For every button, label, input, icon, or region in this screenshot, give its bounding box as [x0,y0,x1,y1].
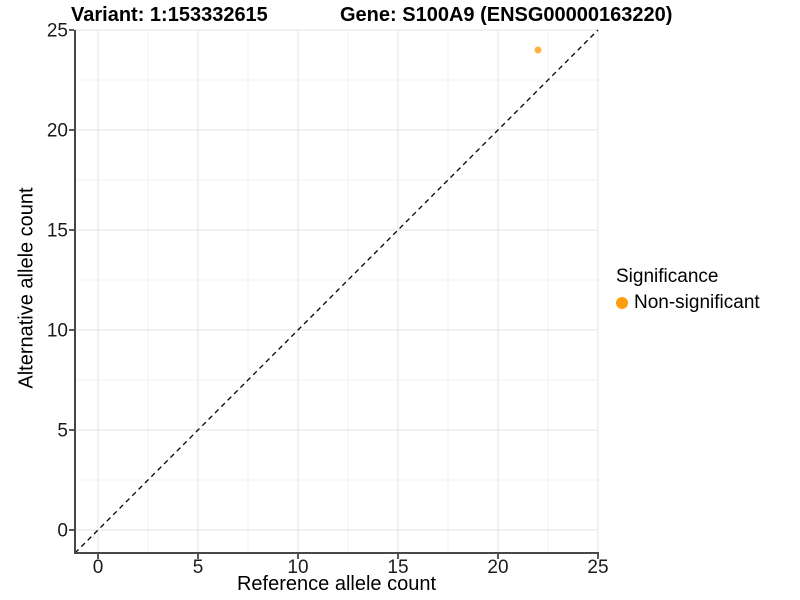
variant-title: Variant: 1:153332615 [71,4,268,26]
x-tick-label: 10 [287,557,308,578]
axis-tick-labels: 0 5 10 15 20 25 0 5 10 15 20 25 [47,21,609,579]
x-axis-title: Reference allele count [236,573,436,595]
y-tick-label: 15 [47,221,68,242]
y-tick-label: 10 [47,321,68,342]
legend: Significance Non-significant [616,266,760,314]
legend-item: Non-significant [616,292,760,314]
y-tick-label: 25 [47,21,68,42]
axis-lines [74,30,599,554]
data-points [534,46,542,54]
y-tick-label: 20 [47,121,68,142]
x-tick-label: 20 [487,557,508,578]
x-tick-label: 5 [193,557,204,578]
y-tick-label: 0 [57,521,68,542]
legend-point-icon [616,297,628,309]
x-tick-label: 25 [587,557,608,578]
identity-line [74,29,599,554]
legend-item-label: Non-significant [634,292,760,313]
y-tick-label: 5 [57,421,68,442]
minor-gridlines [75,30,598,553]
x-tick-label: 15 [387,557,408,578]
y-axis-title: Alternative allele count [15,187,38,389]
axis-tick-marks [69,29,599,559]
legend-title: Significance [616,266,719,287]
identity-line [74,29,599,554]
scatter-point [534,46,542,54]
gene-title: Gene: S100A9 (ENSG00000163220) [340,4,673,26]
major-gridlines [75,29,599,553]
x-tick-label: 0 [93,557,104,578]
